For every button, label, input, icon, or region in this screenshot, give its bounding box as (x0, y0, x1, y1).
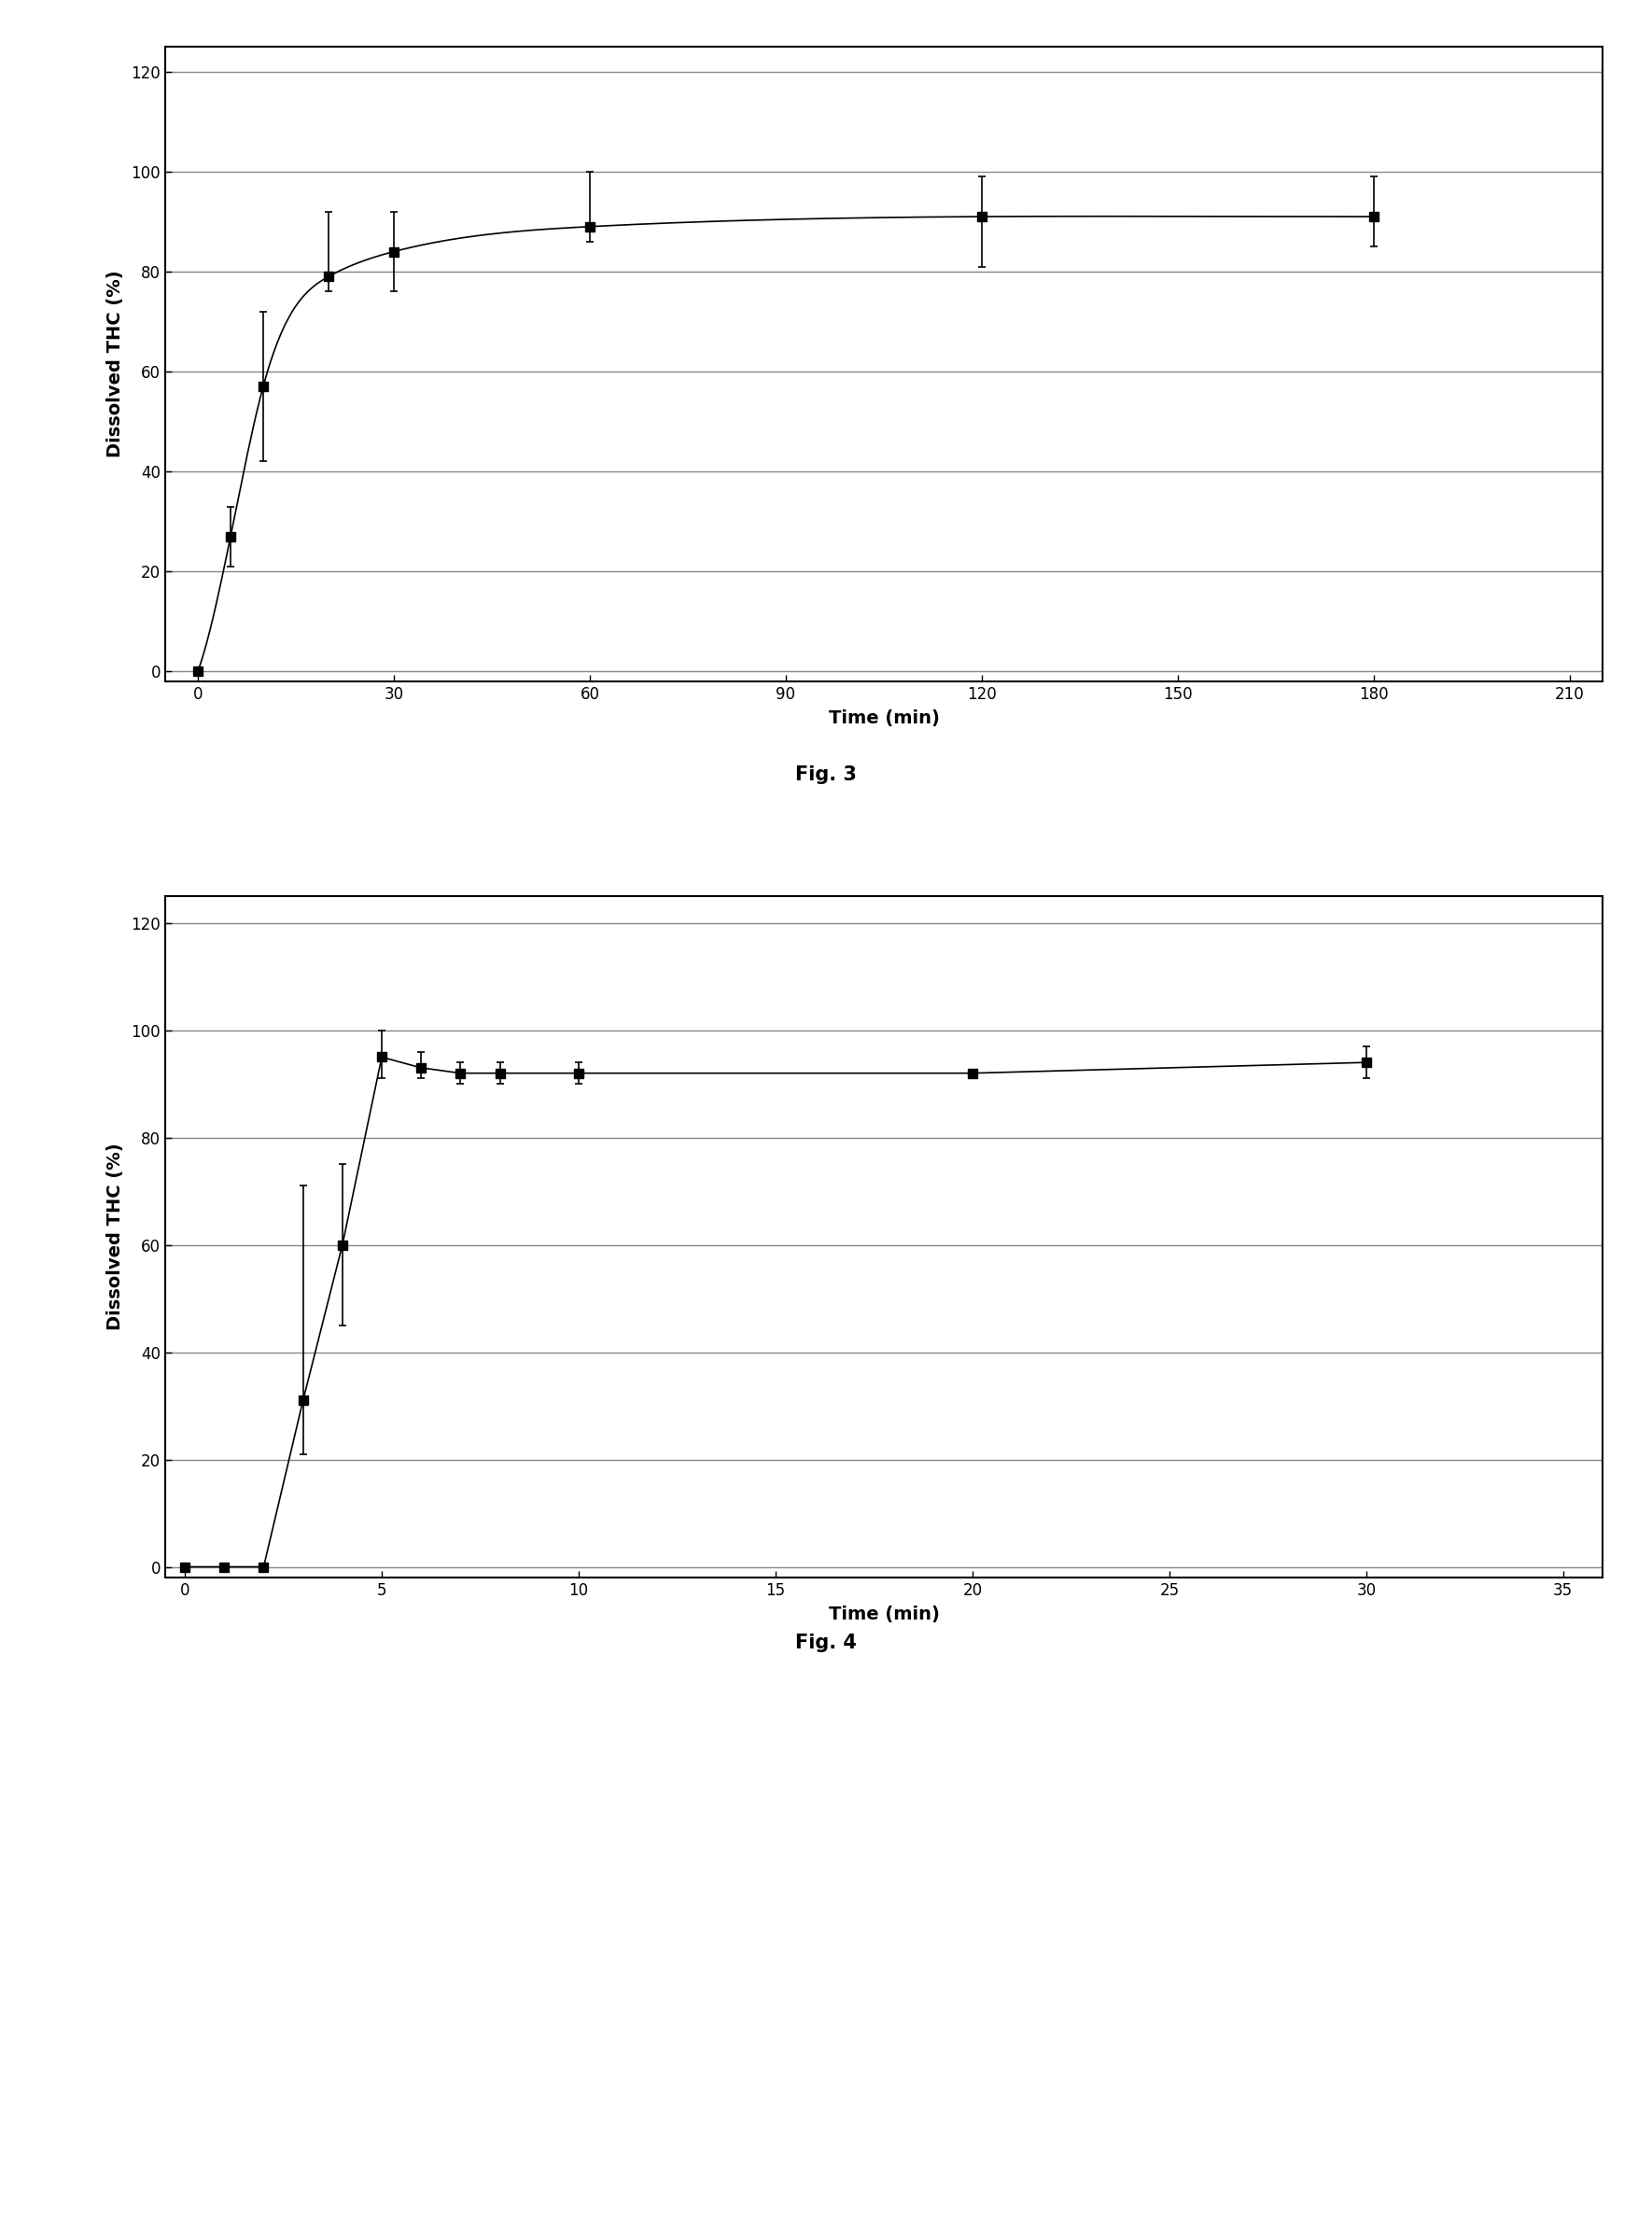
Text: Fig. 3: Fig. 3 (795, 765, 857, 784)
Text: Fig. 4: Fig. 4 (795, 1633, 857, 1653)
X-axis label: Time (min): Time (min) (828, 709, 940, 727)
Y-axis label: Dissolved THC (%): Dissolved THC (%) (107, 270, 124, 459)
Y-axis label: Dissolved THC (%): Dissolved THC (%) (107, 1143, 124, 1330)
X-axis label: Time (min): Time (min) (828, 1604, 940, 1622)
